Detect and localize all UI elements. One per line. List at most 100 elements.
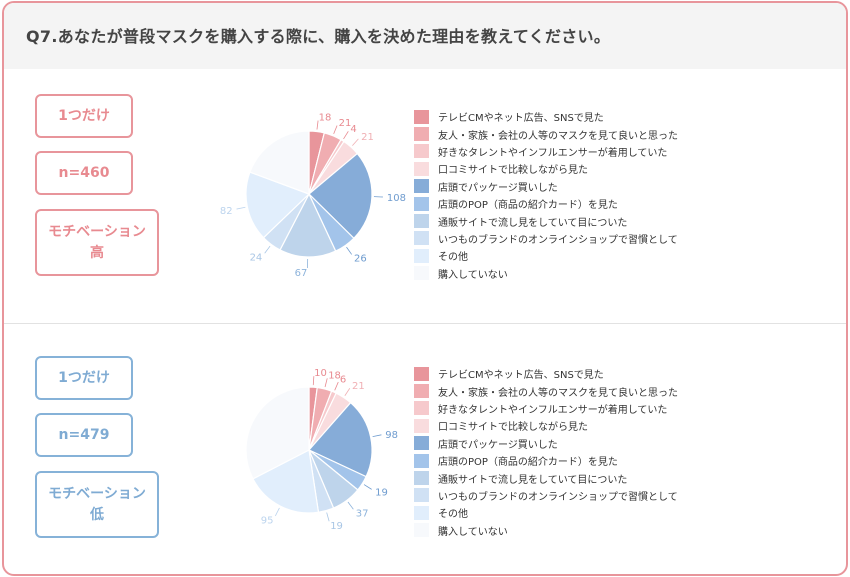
legend-item: 店頭のPOP（商品の紹介カード）を見た: [414, 195, 678, 212]
badge-motivation: モチベーション 低: [35, 471, 159, 538]
legend-label: 口コミサイトで比較しながら見た: [438, 422, 588, 434]
data-label: 6: [340, 374, 346, 385]
label-leader-line: [333, 125, 338, 135]
legend-label: 店頭のPOP（商品の紹介カード）を見た: [438, 200, 618, 212]
legend-label: その他: [438, 509, 468, 521]
legend-swatch: [414, 248, 429, 263]
data-label: 21: [352, 381, 365, 392]
legend-swatch: [414, 436, 429, 451]
data-label: 98: [385, 430, 398, 441]
legend-label: テレビCMやネット広告、SNSで見た: [438, 370, 604, 382]
legend-swatch: [414, 214, 429, 229]
label-leader-line: [343, 131, 349, 140]
legend-swatch: [414, 488, 429, 503]
label-leader-line: [334, 381, 339, 391]
data-label: 19: [375, 488, 388, 499]
legend-item: 口コミサイトで比較しながら見た: [414, 417, 678, 434]
data-label: 108: [387, 193, 406, 204]
data-label: 95: [261, 516, 274, 527]
legend-label: 好きなタレントやインフルエンサーが着用していた: [438, 404, 668, 416]
legend-label: テレビCMやネット広告、SNSで見た: [438, 113, 604, 125]
label-leader-line: [372, 434, 382, 438]
legend-swatch: [414, 384, 429, 399]
data-label: 18: [319, 113, 332, 124]
label-leader-line: [352, 138, 359, 146]
legend-label: 友人・家族・会社の人等のマスクを見て良いと思った: [438, 130, 678, 142]
data-label: 24: [250, 253, 263, 264]
badge-motivation: モチベーション 高: [35, 209, 159, 276]
legend-label: 購入していない: [438, 269, 508, 281]
legend-label: 購入していない: [438, 526, 508, 538]
legend-label: 通販サイトで流し見をしていて目についた: [438, 217, 628, 229]
data-label: 21: [339, 118, 352, 129]
legend-swatch: [414, 401, 429, 416]
data-label: 18: [328, 370, 341, 381]
legend-label: 店頭でパッケージ買いした: [438, 439, 558, 451]
legend-swatch: [414, 523, 429, 538]
pie-slice: [245, 386, 310, 480]
legend-swatch: [414, 453, 429, 468]
label-leader-line: [264, 245, 271, 254]
question-title: Q7.あなたが普段マスクを購入する際に、購入を決めた理由を教えてください。: [26, 27, 611, 46]
section-divider: [4, 323, 846, 324]
label-leader-line: [274, 507, 280, 517]
legend-item: その他: [414, 247, 678, 264]
label-leader-line: [347, 501, 354, 510]
legend-swatch: [414, 127, 429, 142]
legend-label: 友人・家族・会社の人等のマスクを見て良いと思った: [438, 387, 678, 399]
legend-item: 購入していない: [414, 265, 678, 282]
label-leader-line: [344, 388, 351, 396]
data-label: 26: [354, 254, 367, 265]
legend-swatch: [414, 231, 429, 246]
legend-item: 好きなタレントやインフルエンサーが着用していた: [414, 143, 678, 160]
pie-slice: [252, 449, 320, 514]
label-leader-line: [324, 378, 328, 388]
badge-sample-size: n=460: [35, 151, 133, 195]
legend-item: 通販サイトで流し見をしていて目についた: [414, 212, 678, 229]
legend-item: 好きなタレントやインフルエンサーが着用していた: [414, 400, 678, 417]
legend-label: 口コミサイトで比較しながら見た: [438, 165, 588, 177]
legend-item: 店頭でパッケージ買いした: [414, 435, 678, 452]
legend-swatch: [414, 505, 429, 520]
badge-sample-size: n=479: [35, 413, 133, 457]
legend-swatch: [414, 109, 429, 124]
legend-item: 通販サイトで流し見をしていて目についた: [414, 469, 678, 486]
legend-item: 購入していない: [414, 522, 678, 539]
data-label: 82: [220, 206, 233, 217]
label-leader-line: [346, 246, 353, 255]
legend-swatch: [414, 161, 429, 176]
badge-single-choice: 1つだけ: [35, 94, 133, 138]
legend-item: その他: [414, 504, 678, 521]
legend-swatch: [414, 196, 429, 211]
data-label: 21: [361, 132, 374, 143]
legend-item: 店頭のPOP（商品の紹介カード）を見た: [414, 452, 678, 469]
label-leader-line: [312, 376, 315, 386]
legend-label: 店頭でパッケージ買いした: [438, 182, 558, 194]
label-leader-line: [326, 512, 330, 522]
legend-high: テレビCMやネット広告、SNSで見た友人・家族・会社の人等のマスクを見て良いと思…: [414, 108, 678, 282]
legend-label: 好きなタレントやインフルエンサーが着用していた: [438, 147, 668, 159]
legend-label: その他: [438, 252, 468, 264]
label-leader-line: [236, 206, 246, 210]
legend-swatch: [414, 179, 429, 194]
legend-item: 口コミサイトで比較しながら見た: [414, 160, 678, 177]
data-label: 4: [350, 124, 356, 135]
legend-swatch: [414, 418, 429, 433]
data-label: 10: [314, 368, 327, 379]
legend-swatch: [414, 471, 429, 486]
legend-item: いつものブランドのオンラインショップで習慣として: [414, 230, 678, 247]
title-bar: Q7.あなたが普段マスクを購入する際に、購入を決めた理由を教えてください。: [4, 3, 846, 69]
legend-item: 店頭でパッケージ買いした: [414, 178, 678, 195]
legend-item: 友人・家族・会社の人等のマスクを見て良いと思った: [414, 382, 678, 399]
legend-item: テレビCMやネット広告、SNSで見た: [414, 365, 678, 382]
legend-low: テレビCMやネット広告、SNSで見た友人・家族・会社の人等のマスクを見て良いと思…: [414, 365, 678, 539]
pie-slice: [308, 401, 373, 478]
legend-label: 通販サイトで流し見をしていて目についた: [438, 474, 628, 486]
legend-item: いつものブランドのオンラインショップで習慣として: [414, 487, 678, 504]
data-label: 37: [356, 508, 369, 519]
label-leader-line: [363, 484, 372, 490]
pie-slice: [249, 130, 310, 195]
data-label: 67: [295, 268, 308, 279]
